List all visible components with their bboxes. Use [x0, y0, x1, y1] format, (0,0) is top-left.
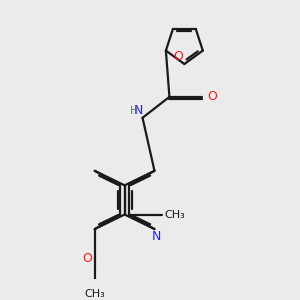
Text: H: H: [130, 106, 139, 116]
Text: O: O: [173, 50, 183, 62]
Text: N: N: [151, 230, 161, 243]
Text: O: O: [207, 90, 217, 103]
Text: O: O: [82, 252, 92, 266]
Text: CH₃: CH₃: [164, 209, 185, 220]
Text: N: N: [134, 104, 143, 117]
Text: CH₃: CH₃: [84, 289, 105, 299]
